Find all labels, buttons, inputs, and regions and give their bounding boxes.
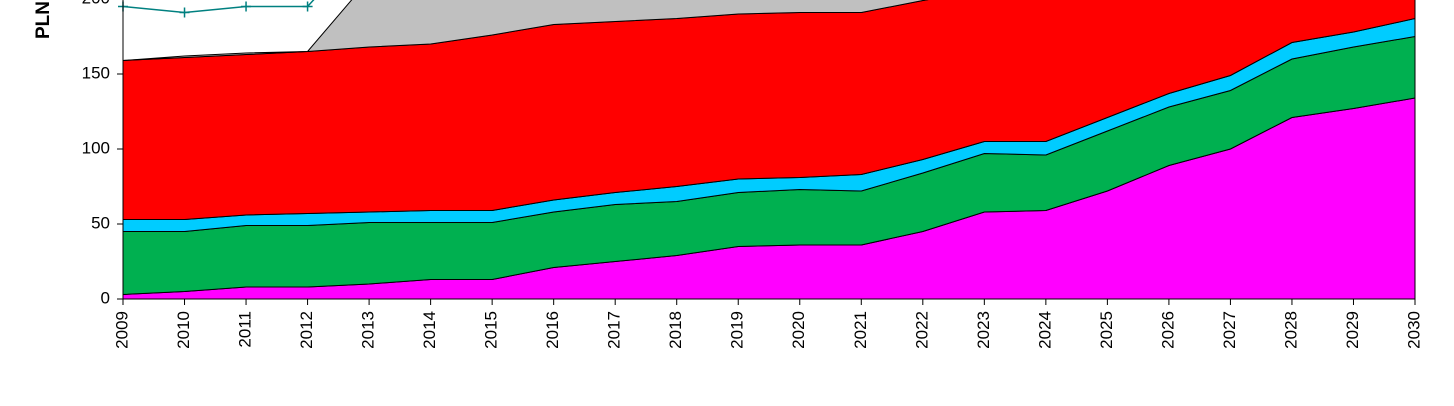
x-tick-label: 2030 xyxy=(1404,311,1423,349)
x-tick-label: 2016 xyxy=(543,311,562,349)
x-tick-label: 2022 xyxy=(912,311,931,349)
area xyxy=(122,0,929,61)
line-marker xyxy=(302,1,313,12)
x-tick-label: 2019 xyxy=(728,311,747,349)
y-tick-label: 100 xyxy=(82,138,110,157)
x-tick-label: 2029 xyxy=(1343,311,1362,349)
x-tick-label: 2018 xyxy=(666,311,685,349)
line-marker xyxy=(179,7,190,18)
y-tick-label: 200 xyxy=(82,0,110,7)
x-tick-label: 2023 xyxy=(974,311,993,349)
x-tick-label: 2013 xyxy=(359,311,378,349)
y-tick-label: 0 xyxy=(101,288,110,307)
x-tick-label: 2028 xyxy=(1281,311,1300,349)
y-tick-label: 50 xyxy=(91,213,110,232)
x-tick-label: 2012 xyxy=(297,311,316,349)
x-tick-label: 2020 xyxy=(789,311,808,349)
x-tick-label: 2025 xyxy=(1097,311,1116,349)
x-tick-label: 2010 xyxy=(174,311,193,349)
x-tick-label: 2015 xyxy=(482,311,501,349)
x-tick-label: 2027 xyxy=(1220,311,1239,349)
x-tick-label: 2017 xyxy=(605,311,624,349)
x-tick-label: 2026 xyxy=(1158,311,1177,349)
line-marker xyxy=(241,1,252,12)
x-tick-label: 2021 xyxy=(851,311,870,349)
y-axis-label: PLN xyxy=(33,1,54,39)
x-tick-label: 2024 xyxy=(1035,311,1054,349)
x-tick-label: 2014 xyxy=(420,311,439,349)
x-tick-label: 2009 xyxy=(112,311,131,349)
y-tick-label: 150 xyxy=(82,63,110,82)
x-tick-label: 2011 xyxy=(236,311,255,348)
